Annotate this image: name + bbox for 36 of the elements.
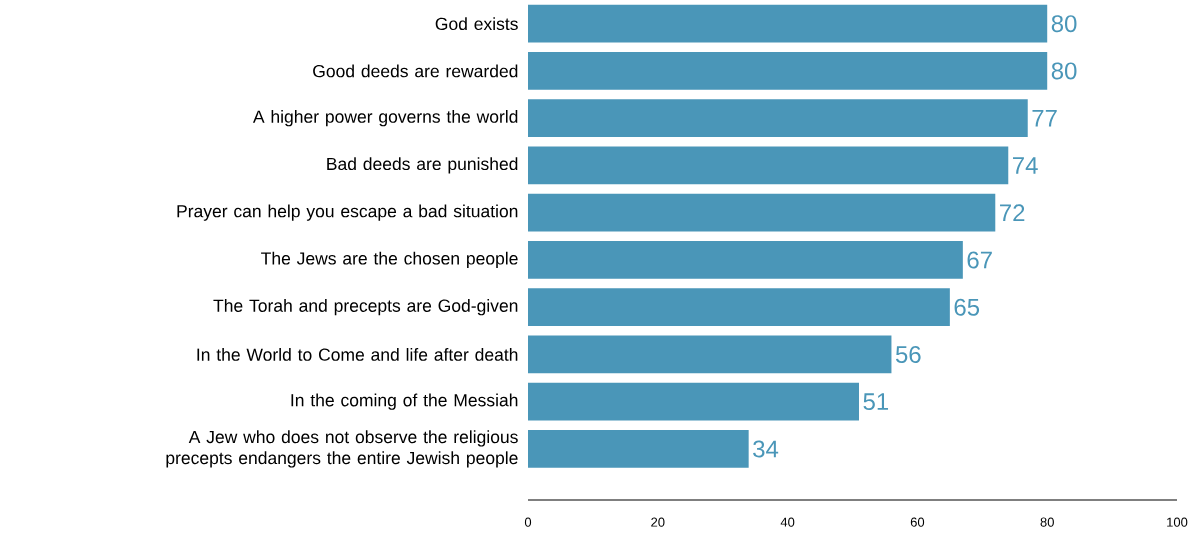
x-tick-label: 40: [780, 517, 795, 527]
data-label: 72: [1000, 204, 1025, 222]
data-label: 56: [895, 345, 921, 363]
bar: [528, 335, 892, 374]
x-tick-label: 100: [1167, 517, 1188, 527]
x-tick-label: 20: [651, 517, 665, 527]
y-tick-label: God exists: [435, 17, 518, 31]
x-tick-label: 0: [524, 517, 532, 527]
data-label: 67: [967, 251, 992, 269]
data-label: 77: [1032, 109, 1057, 127]
data-label: 74: [1013, 157, 1038, 174]
data-label: 80: [1051, 15, 1077, 33]
bar: [528, 241, 963, 279]
data-label: 80: [1051, 62, 1077, 80]
y-tick-label: Bad deeds are punished: [327, 157, 518, 174]
bar: [528, 193, 996, 232]
y-tick-label: Prayer can help you escape a bad situation: [177, 204, 518, 221]
y-tick-label: In the World to Come and life after death: [197, 348, 518, 361]
bar: [528, 382, 859, 421]
bar: [528, 99, 1028, 138]
y-tick-label: A Jew who does not observe the religious precepts endangers the entire Jewish people: [166, 430, 518, 468]
y-tick-label: Good deeds are rewarded: [313, 64, 518, 78]
x-tick-label: 60: [910, 517, 925, 527]
bar: [528, 4, 1048, 43]
bar: [528, 288, 950, 327]
y-tick-label: The Torah and precepts are God-given: [213, 299, 518, 316]
y-tick-label: A higher power governs the world: [252, 109, 518, 127]
bar: [528, 51, 1048, 90]
x-tick-label: 80: [1040, 517, 1054, 527]
y-tick-label: In the coming of the Messiah: [291, 393, 518, 410]
y-tick-label: The Jews are the chosen people: [261, 251, 518, 269]
data-label: 51: [863, 393, 889, 411]
data-label: 65: [954, 298, 980, 316]
bar: [528, 146, 1009, 185]
data-label: 34: [753, 440, 779, 458]
bar: [528, 430, 749, 468]
